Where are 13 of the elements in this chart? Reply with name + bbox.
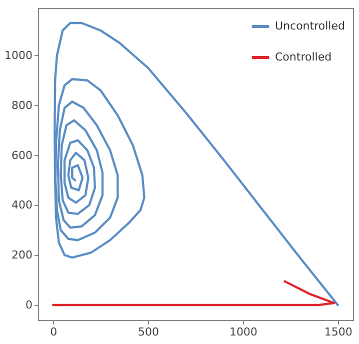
x-tick-label: 500 [138, 326, 160, 338]
y-tick-label: 0 [26, 298, 32, 312]
y-tick-label: 200 [12, 248, 32, 262]
legend-label: Controlled [275, 50, 332, 64]
y-tick-label: 600 [12, 148, 32, 162]
legend-label: Uncontrolled [275, 20, 345, 32]
line-series [52, 280, 336, 306]
x-tick-label: 1500 [324, 326, 352, 338]
y-tick-label: 800 [12, 98, 32, 112]
x-tick-label: 1000 [229, 326, 258, 338]
y-tick-label: 1000 [4, 48, 32, 62]
y-tick-label: 400 [12, 198, 32, 212]
x-tick-label: 0 [50, 326, 58, 338]
